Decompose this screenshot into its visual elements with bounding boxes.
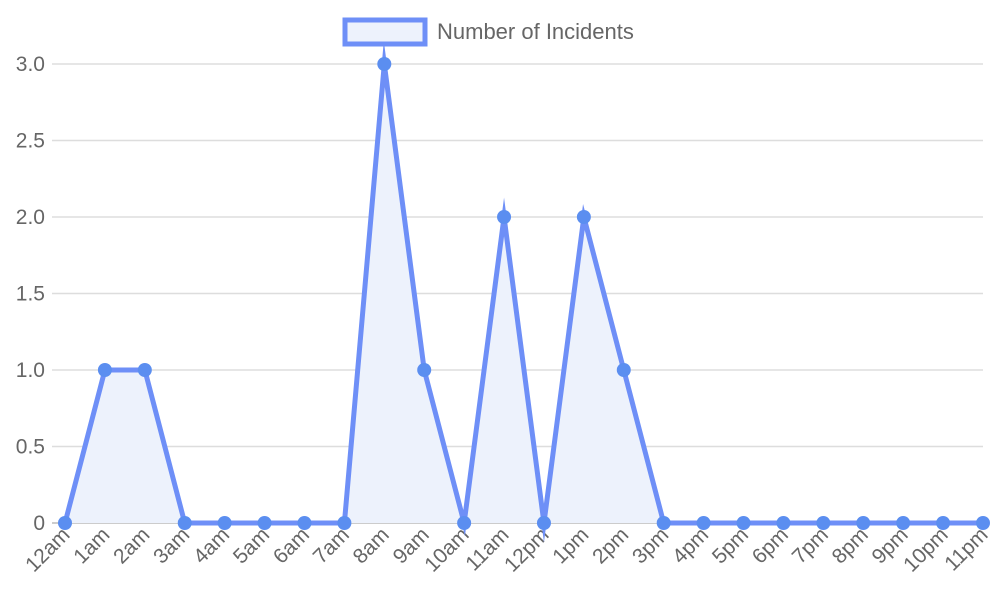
x-tick-label: 7pm <box>788 523 833 568</box>
data-point[interactable] <box>337 516 352 530</box>
data-point[interactable] <box>776 516 791 530</box>
x-tick-label: 8am <box>349 523 394 568</box>
data-point[interactable] <box>896 516 911 530</box>
data-point[interactable] <box>536 516 551 530</box>
data-point[interactable] <box>856 516 871 530</box>
data-point[interactable] <box>217 516 232 530</box>
legend-label[interactable]: Number of Incidents <box>437 19 634 44</box>
y-tick-labels: 0 0.5 1.0 1.5 2.0 2.5 3.0 <box>16 53 45 535</box>
x-tick-label: 10am <box>420 523 473 576</box>
x-tick-label: 8pm <box>828 523 873 568</box>
y-tick-label: 0.5 <box>16 436 45 459</box>
data-point[interactable] <box>377 57 392 71</box>
series-area-fill <box>65 64 983 523</box>
x-tick-label: 5am <box>229 523 274 568</box>
x-tick-label: 2pm <box>588 523 633 568</box>
y-tick-label: 2.5 <box>16 130 45 153</box>
x-tick-label: 5pm <box>708 523 753 568</box>
data-point[interactable] <box>297 516 312 530</box>
legend-swatch[interactable] <box>342 17 428 47</box>
x-tick-label: 11am <box>461 523 513 575</box>
x-tick-label: 10pm <box>899 523 952 576</box>
data-point[interactable] <box>417 363 432 377</box>
data-point[interactable] <box>257 516 272 530</box>
x-tick-label: 2am <box>109 523 154 568</box>
data-point[interactable] <box>696 516 711 530</box>
series-layer <box>58 40 990 543</box>
y-tick-label: 0 <box>33 512 45 535</box>
x-tick-label: 6am <box>269 523 314 568</box>
data-point[interactable] <box>97 363 112 377</box>
x-tick-label: 3pm <box>628 523 673 568</box>
y-tick-label: 2.0 <box>16 206 45 229</box>
x-tick-label: 12am <box>21 523 74 576</box>
y-tick-label: 1.5 <box>16 283 45 306</box>
data-point[interactable] <box>736 516 751 530</box>
data-point[interactable] <box>936 516 951 530</box>
x-tick-labels: 12am1am2am3am4am5am6am7am8am9am10am11am1… <box>21 523 992 576</box>
data-point[interactable] <box>58 516 72 530</box>
x-tick-label: 11pm <box>940 523 992 575</box>
x-tick-label: 4am <box>189 523 234 568</box>
y-tick-label: 3.0 <box>16 53 45 76</box>
data-point[interactable] <box>616 363 631 377</box>
data-point[interactable] <box>656 516 671 530</box>
y-tick-label: 1.0 <box>16 359 45 382</box>
data-point[interactable] <box>457 516 472 530</box>
data-point[interactable] <box>137 363 152 377</box>
x-tick-label: 3am <box>149 523 194 568</box>
x-tick-label: 6pm <box>748 523 793 568</box>
x-tick-label: 1am <box>69 523 114 568</box>
x-tick-label: 12pm <box>500 523 553 576</box>
data-point[interactable] <box>497 210 512 224</box>
data-point[interactable] <box>177 516 192 530</box>
data-point[interactable] <box>816 516 831 530</box>
legend[interactable]: Number of Incidents <box>342 17 634 47</box>
data-point[interactable] <box>576 210 591 224</box>
x-tick-label: 7am <box>309 523 354 568</box>
x-tick-label: 1pm <box>548 523 593 568</box>
x-tick-label: 4pm <box>668 523 713 568</box>
data-point[interactable] <box>976 516 990 530</box>
